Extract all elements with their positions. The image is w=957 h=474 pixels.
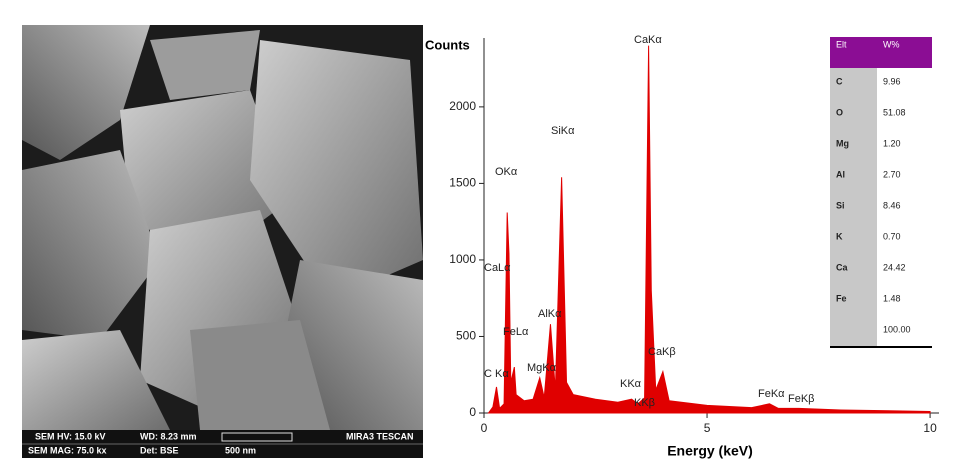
table-cell: Ca bbox=[836, 262, 848, 272]
x-tick-label: 10 bbox=[923, 421, 937, 435]
peak-label: MgKα bbox=[527, 362, 557, 374]
peak-label: CaKα bbox=[634, 34, 662, 46]
table-cell: 51.08 bbox=[883, 107, 906, 117]
table-cell: 8.46 bbox=[883, 200, 901, 210]
x-tick-label: 0 bbox=[481, 421, 488, 435]
peak-label: FeLα bbox=[503, 326, 529, 338]
sem-hv: SEM HV: 15.0 kV bbox=[35, 431, 106, 441]
figure: SEM HV: 15.0 kV WD: 8.23 mm MIRA3 TESCAN… bbox=[0, 0, 957, 469]
y-tick-label: 500 bbox=[456, 329, 476, 343]
table-cell: K bbox=[836, 231, 843, 241]
table-cell: Si bbox=[836, 200, 845, 210]
peak-label: OKα bbox=[495, 166, 518, 178]
peak-label: CaLα bbox=[484, 262, 511, 274]
y-tick-label: 1000 bbox=[449, 252, 476, 266]
peak-label: FeKβ bbox=[788, 393, 815, 405]
peak-label: AlKα bbox=[538, 308, 562, 320]
peak-label: C Kα bbox=[484, 368, 509, 380]
peak-label: FeKα bbox=[758, 388, 785, 400]
peak-label: KKβ bbox=[634, 397, 655, 409]
table-cell: Al bbox=[836, 169, 845, 179]
sem-mag: SEM MAG: 75.0 kx bbox=[28, 445, 107, 455]
peak-label: SiKα bbox=[551, 125, 575, 137]
sem-maker: MIRA3 TESCAN bbox=[346, 431, 414, 441]
table-cell: 0.70 bbox=[883, 231, 901, 241]
y-tick-label: 1500 bbox=[449, 176, 476, 190]
y-tick-label: 0 bbox=[469, 405, 476, 419]
sem-det: Det: BSE bbox=[140, 445, 179, 455]
x-axis-label: Energy (keV) bbox=[667, 443, 753, 459]
peak-label: CaKβ bbox=[648, 346, 676, 358]
table-header: Elt bbox=[836, 39, 847, 49]
table-header: W% bbox=[883, 39, 900, 49]
table-cell: 2.70 bbox=[883, 169, 901, 179]
table-cell: Fe bbox=[836, 293, 847, 303]
table-cell: C bbox=[836, 76, 843, 86]
sem-wd: WD: 8.23 mm bbox=[140, 431, 197, 441]
table-cell: 1.20 bbox=[883, 138, 901, 148]
sem-image: SEM HV: 15.0 kV WD: 8.23 mm MIRA3 TESCAN… bbox=[22, 25, 423, 458]
x-tick-label: 5 bbox=[704, 421, 711, 435]
sem-scale: 500 nm bbox=[225, 445, 256, 455]
table-cell: O bbox=[836, 107, 843, 117]
table-total: 100.00 bbox=[883, 324, 911, 334]
y-axis-label: Counts bbox=[425, 37, 470, 52]
y-tick-label: 2000 bbox=[449, 99, 476, 113]
table-cell: Mg bbox=[836, 138, 849, 148]
table-cell: 1.48 bbox=[883, 293, 901, 303]
peak-label: KKα bbox=[620, 378, 642, 390]
table-cell: 9.96 bbox=[883, 76, 901, 86]
table-cell: 24.42 bbox=[883, 262, 906, 272]
